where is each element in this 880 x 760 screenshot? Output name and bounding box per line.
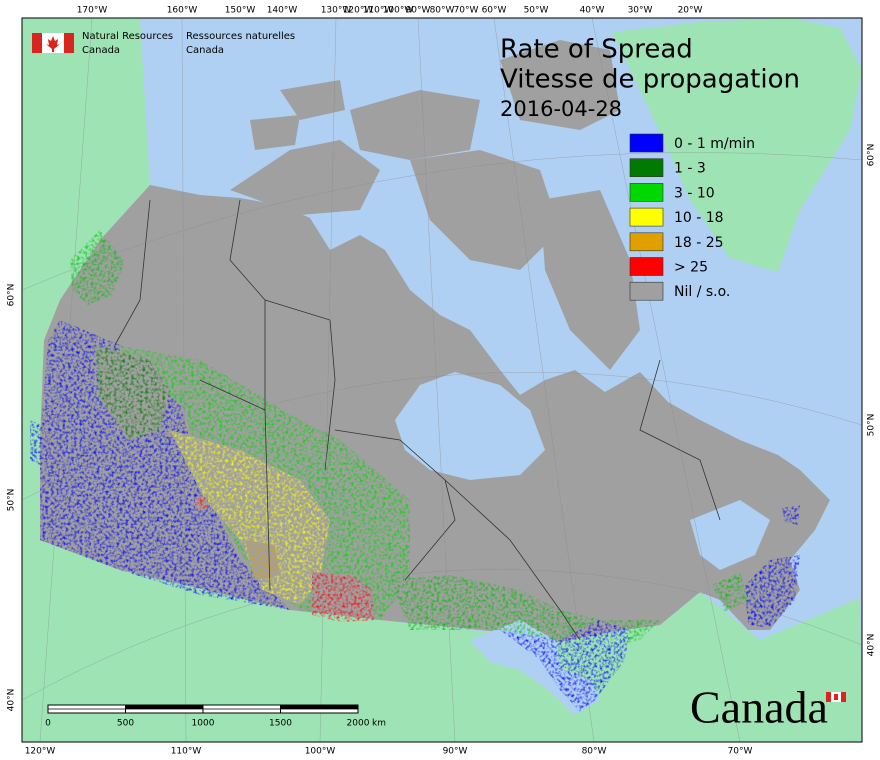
zone-red: [195, 497, 208, 510]
longitude-label: 100°W: [383, 6, 414, 16]
longitude-label: 30°W: [628, 6, 653, 16]
gulf-st-lawrence: [690, 500, 770, 570]
wordmark-flag: [834, 694, 838, 700]
scale-label: 1500: [269, 719, 292, 729]
legend-label: 1 - 3: [674, 161, 706, 177]
longitude-label: 90°W: [443, 747, 468, 757]
longitude-label: 140°W: [267, 6, 298, 16]
wordmark-flag: [841, 692, 846, 702]
legend-label: 0 - 1 m/min: [674, 136, 755, 152]
legend-swatch: [629, 133, 664, 153]
agency-fr: Ressources naturelles: [186, 31, 295, 42]
flag-bar: [64, 33, 74, 53]
longitude-label: 130°W: [321, 6, 352, 16]
nrcan-signature: Natural Resources Canada Ressources natu…: [32, 31, 295, 56]
legend-swatch: [629, 207, 664, 227]
scale-segment: [125, 705, 203, 709]
legend-swatch: [629, 232, 664, 252]
canada-wordmark: Canada: [690, 682, 846, 733]
title-fr: Vitesse de propagation: [500, 65, 800, 95]
zone-yellow: [170, 430, 330, 605]
latitude-label: 40°N: [867, 634, 877, 657]
zone-east-blue: [500, 620, 630, 712]
hudson-bay: [395, 372, 545, 480]
legend: 0 - 1 m/min 1 - 3 3 - 10 10 - 18 18 - 25 > 25…: [629, 133, 755, 301]
flag-leaf: [46, 36, 60, 52]
longitude-label: 60°W: [482, 6, 507, 16]
legend-label: 10 - 18: [674, 210, 724, 226]
scale-label: 0: [45, 719, 51, 729]
legend-label: > 25: [674, 260, 708, 276]
longitude-label: 110°W: [171, 747, 202, 757]
longitude-label: 90°W: [406, 6, 431, 16]
title: Rate of Spread: [500, 35, 693, 65]
zone-maritime: [745, 555, 800, 628]
legend-label: Nil / s.o.: [674, 284, 730, 300]
latitude-label: 50°N: [867, 414, 877, 437]
zone-orange: [245, 540, 280, 580]
scale-bar: 0 500 1000 1500 2000 km: [45, 704, 386, 729]
graticule-labels: 170°W 160°W 150°W 140°W 130°W120°W110°W100°W…: [7, 6, 877, 757]
longitude-label: 120°W: [25, 747, 56, 757]
longitude-label: 120°W: [343, 6, 374, 16]
agency-en: Natural Resources: [82, 31, 173, 42]
zone-blue: [30, 420, 52, 470]
arctic-islands: [230, 40, 640, 370]
graticule-lines: [22, 18, 862, 742]
longitude-label: 40°W: [580, 6, 605, 16]
date: 2016-04-28: [500, 97, 622, 121]
scale-label: 500: [117, 719, 134, 729]
latitude-label: 50°N: [7, 489, 17, 512]
scale-label: 2000: [347, 719, 370, 729]
foreign-land: [22, 18, 862, 742]
greenland: [612, 18, 862, 272]
longitude-label: 100°W: [305, 747, 336, 757]
zone-alaska: [70, 230, 125, 305]
longitude-label: 70°W: [454, 6, 479, 16]
spread-zones: [30, 230, 800, 712]
legend-swatch: [629, 257, 664, 276]
latitude-label: 60°N: [867, 144, 877, 167]
agency-fr: Canada: [186, 45, 224, 56]
longitude-label: 50°W: [524, 6, 549, 16]
longitude-label: 150°W: [225, 6, 256, 16]
zone-maritime-green: [712, 572, 748, 612]
longitude-label: 110°W: [363, 6, 394, 16]
longitude-label: 70°W: [728, 747, 753, 757]
legend-label: 3 - 10: [674, 185, 715, 201]
legend-swatch: [629, 281, 664, 301]
flag-bar: [32, 33, 42, 53]
latitude-label: 40°N: [7, 689, 17, 712]
wordmark-text: Canada: [690, 682, 828, 733]
legend-label: 18 - 25: [674, 235, 724, 251]
zone-nfld: [782, 505, 800, 525]
longitude-label: 80°W: [430, 6, 455, 16]
map-frame: [21, 17, 863, 743]
wordmark-flag: [826, 692, 831, 702]
boundaries: [114, 199, 721, 641]
latitude-label: 60°N: [7, 284, 17, 307]
legend-swatch: [629, 158, 664, 177]
longitude-label: 160°W: [167, 6, 198, 16]
scale-segment: [280, 705, 358, 709]
longitude-label: 170°W: [77, 6, 108, 16]
zone-red: [312, 572, 375, 622]
legend-swatch: [629, 183, 664, 202]
map-body: [22, 18, 862, 742]
scale-label: 1000: [192, 719, 215, 729]
agency-en: Canada: [82, 45, 120, 56]
zone-darkgreen: [95, 345, 170, 440]
scale-unit: km: [372, 719, 386, 729]
longitude-label: 80°W: [582, 747, 607, 757]
longitude-label: 20°W: [678, 6, 703, 16]
